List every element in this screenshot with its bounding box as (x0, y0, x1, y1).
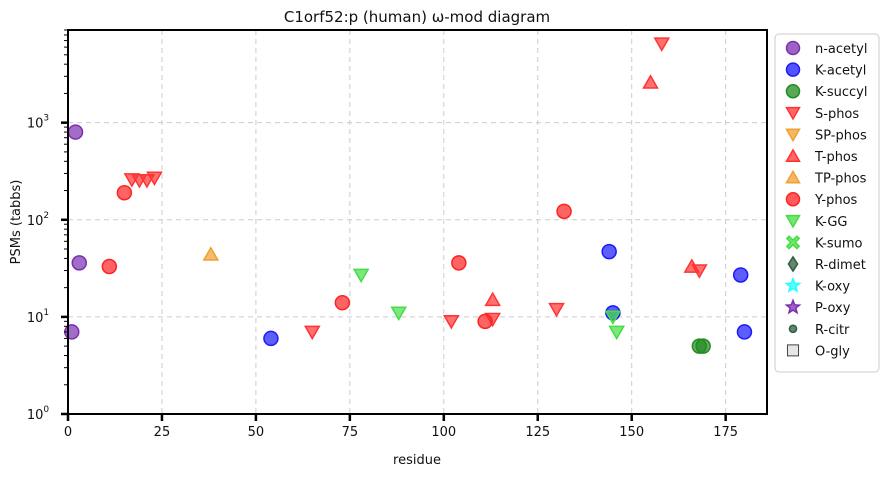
data-point-Y-phos (556, 203, 572, 220)
y-tick-label: 100 (27, 405, 50, 423)
legend-label: K-oxy (815, 280, 850, 295)
legend-marker-P-oxy (784, 298, 802, 315)
grid (67, 30, 767, 415)
legend-marker-T-phos (785, 148, 801, 162)
data-point-K-GG (604, 310, 622, 326)
legend-marker-R-dimet (787, 255, 799, 273)
data-points (64, 37, 753, 354)
legend-marker-K-succyl (785, 83, 801, 99)
data-point-K-acetyl (732, 267, 749, 283)
legend-marker-K-acetyl (785, 62, 801, 77)
data-point-T-phos (642, 74, 659, 89)
data-point-S-phos (303, 325, 321, 341)
y-axis-label: PSMs (tabbs) (9, 180, 24, 265)
legend-marker-O-gly (786, 344, 800, 357)
data-point-K-GG (352, 268, 370, 284)
legend-marker-S-phos (785, 106, 801, 121)
data-point-K-succyl (695, 338, 711, 354)
x-tick-label: 0 (64, 425, 72, 440)
data-point-Y-phos (101, 258, 118, 275)
legend-marker-R-citr (788, 324, 798, 334)
data-point-n-acetyl (67, 124, 84, 140)
legend-marker-K-GG (785, 214, 801, 229)
x-tick-label: 150 (619, 425, 644, 440)
data-point-K-acetyl (263, 330, 279, 347)
data-point-K-GG (608, 325, 625, 341)
data-point-Y-phos (116, 184, 133, 201)
data-point-K-acetyl (601, 243, 617, 260)
legend-label: O-gly (815, 344, 850, 359)
legend-label: R-dimet (815, 258, 866, 273)
legend-label: TP-phos (814, 172, 867, 187)
legend-marker-K-sumo (785, 235, 801, 250)
plot-frame (67, 29, 768, 415)
data-point-K-GG (390, 306, 408, 322)
data-point-S-phos (548, 302, 565, 318)
data-point-Y-phos (334, 294, 351, 311)
y-tick-label: 102 (27, 211, 49, 229)
legend-label: P-oxy (815, 301, 851, 316)
legend-label: K-GG (815, 215, 847, 230)
legend-marker-SP-phos (785, 128, 801, 143)
y-tick-label: 103 (27, 114, 49, 132)
data-point-Y-phos (451, 255, 467, 271)
legend-label: T-phos (814, 150, 858, 165)
data-point-T-phos (683, 258, 701, 273)
data-point-T-phos (484, 291, 501, 307)
legend-box (774, 33, 880, 373)
legend-marker-Y-phos (785, 191, 801, 207)
x-tick-label: 175 (713, 425, 738, 440)
legend: n-acetyl K-acetyl K-succyl S-phos SP-phos T-p… (774, 33, 880, 373)
legend-label: K-acetyl (815, 64, 866, 79)
x-axis-label: residue (393, 453, 441, 468)
legend-marker-K-oxy (784, 276, 802, 293)
x-tick-label: 125 (525, 425, 550, 440)
data-point-K-acetyl (736, 324, 753, 340)
data-point-S-phos (146, 171, 163, 187)
legend-label: SP-phos (815, 128, 867, 143)
data-point-Y-phos (477, 313, 493, 330)
y-tick-label: 101 (27, 308, 49, 326)
legend-label: S-phos (815, 107, 859, 122)
legend-marker-TP-phos (785, 169, 801, 184)
data-point-S-phos (653, 37, 671, 52)
x-tick-label: 75 (342, 425, 359, 440)
legend-label: Y-phos (814, 193, 858, 208)
legend-marker-n-acetyl (785, 40, 801, 56)
chart-title: C1orf52:p (human) ω-mod diagram (284, 8, 550, 26)
x-tick-label: 50 (248, 425, 265, 440)
legend-label: K-sumo (815, 236, 863, 251)
data-point-n-acetyl (71, 255, 88, 271)
axis-ticks: 0 25 50 75 100 125 150 175 100 101 102 103 (27, 29, 738, 440)
x-tick-label: 25 (154, 425, 171, 440)
legend-label: K-succyl (815, 85, 867, 100)
legend-label: n-acetyl (815, 42, 867, 57)
legend-label: R-citr (815, 323, 850, 338)
data-point-TP-phos (202, 246, 220, 261)
data-point-S-phos (443, 314, 460, 330)
x-tick-label: 100 (431, 425, 456, 440)
